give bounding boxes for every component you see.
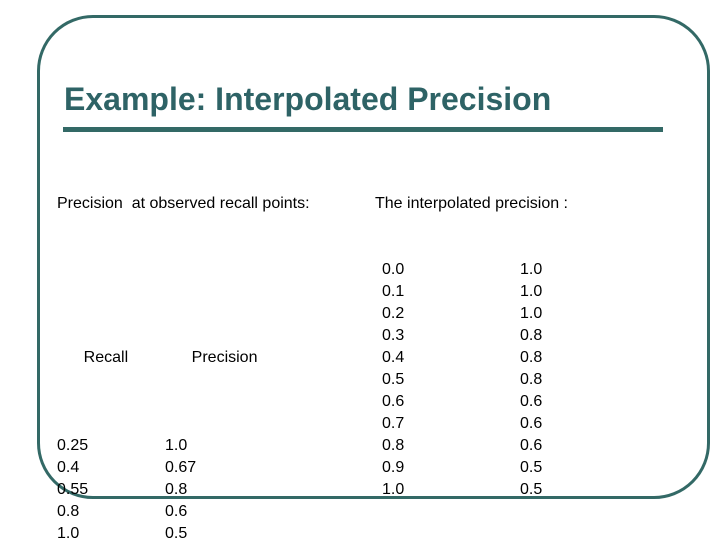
observed-precision-heading: Precision at observed recall points:	[57, 195, 310, 212]
interpolated-precision-panel: The interpolated precision : 0.0 1.0 0.1 1.…	[372, 149, 601, 540]
observed-precision-table-body: 0.25 1.0 0.4 0.67 0.55 0.8 0.8 0.6 1.0 0.5	[57, 435, 310, 540]
recall-value: 0.8	[57, 503, 80, 520]
interpolated-precision-row: 0.1 1.0	[372, 281, 601, 303]
observed-precision-row: 0.55 0.8	[57, 479, 310, 501]
interpolated-precision-row: 0.0 1.0	[372, 259, 601, 281]
title-underline-rule	[63, 127, 663, 132]
interpolated-precision-row: 1.0 0.5	[372, 479, 601, 501]
interpolated-precision-heading: The interpolated precision :	[375, 195, 568, 212]
recall-value: 0.3	[382, 327, 405, 344]
precision-value: 0.8	[520, 349, 543, 366]
observed-precision-row: 0.25 1.0	[57, 435, 310, 457]
recall-value: 0.6	[382, 393, 405, 410]
precision-value: 0.5	[165, 525, 188, 540]
recall-value: 0.9	[382, 459, 405, 476]
precision-value: 0.6	[520, 393, 543, 410]
observed-precision-row: 0.8 0.6	[57, 501, 310, 523]
recall-value: 1.0	[57, 525, 80, 540]
recall-value: 0.0	[382, 261, 405, 278]
interpolated-precision-row: 0.9 0.5	[372, 457, 601, 479]
recall-value: 0.4	[382, 349, 405, 366]
slide-title: Example: Interpolated Precision	[64, 81, 552, 117]
precision-value: 0.5	[520, 459, 543, 476]
precision-value: 1.0	[520, 261, 543, 278]
precision-value: 0.6	[520, 415, 543, 432]
precision-value: 0.67	[165, 459, 197, 476]
precision-value: 0.5	[520, 481, 543, 498]
observed-precision-row: 1.0 0.5	[57, 523, 310, 540]
recall-value: 0.1	[382, 283, 405, 300]
precision-value: 0.8	[520, 371, 543, 388]
slide-border-frame	[37, 15, 710, 499]
recall-value: 0.7	[382, 415, 405, 432]
observed-precision-row: 0.4 0.67	[57, 457, 310, 479]
interpolated-precision-row: 0.8 0.6	[372, 435, 601, 457]
precision-value: 1.0	[165, 437, 188, 454]
recall-value: 0.2	[382, 305, 405, 322]
recall-value: 1.0	[382, 481, 405, 498]
table-header-row: Recall Precision	[57, 325, 310, 391]
recall-column-header: Recall	[83, 349, 129, 366]
recall-value: 0.4	[57, 459, 80, 476]
recall-value: 0.25	[57, 437, 89, 454]
precision-column-header: Precision	[191, 349, 258, 366]
recall-value: 0.5	[382, 371, 405, 388]
interpolated-precision-row: 0.2 1.0	[372, 303, 601, 325]
precision-value: 0.8	[520, 327, 543, 344]
interpolated-precision-row: 0.3 0.8	[372, 325, 601, 347]
interpolated-precision-row: 0.5 0.8	[372, 369, 601, 391]
precision-value: 1.0	[520, 283, 543, 300]
blank-line	[57, 259, 310, 281]
precision-value: 1.0	[520, 305, 543, 322]
interpolated-precision-table-body: 0.0 1.0 0.1 1.0 0.2 1.0 0.3 0.8 0.4 0.8 0.5 0.8 0.6 0…	[372, 259, 601, 501]
precision-value: 0.6	[165, 503, 188, 520]
interpolated-precision-row: 0.6 0.6	[372, 391, 601, 413]
recall-value: 0.55	[57, 481, 89, 498]
interpolated-precision-row: 0.4 0.8	[372, 347, 601, 369]
precision-value: 0.8	[165, 481, 188, 498]
interpolated-precision-row: 0.7 0.6	[372, 413, 601, 435]
precision-value: 0.6	[520, 437, 543, 454]
recall-value: 0.8	[382, 437, 405, 454]
observed-precision-panel: Precision at observed recall points: Rec…	[57, 149, 310, 540]
